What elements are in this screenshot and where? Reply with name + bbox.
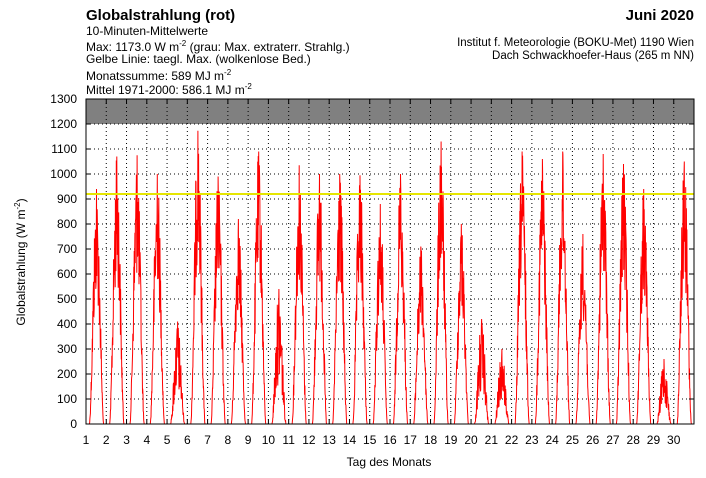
yellow-line-info: Gelbe Linie: taegl. Max. (wolkenlose Bed…	[86, 52, 311, 66]
series-day-curve	[332, 173, 348, 425]
y-tick-label: 100	[57, 392, 77, 406]
series-day-curve	[534, 158, 550, 425]
chart-subtitle: 10-Minuten-Mittelwerte	[86, 24, 209, 38]
x-tick-label: 3	[123, 433, 130, 447]
max-info: Max: 1173.0 W m-2 (grau: Max. extraterr.…	[86, 39, 350, 54]
series-day-curve	[210, 176, 226, 425]
x-axis-label: Tag des Monats	[347, 455, 432, 469]
x-tick-label: 24	[545, 433, 559, 447]
series-day-curve	[109, 156, 125, 425]
y-tick-label: 1000	[50, 167, 77, 181]
series-day-curve	[149, 173, 165, 425]
series-day-curve	[474, 318, 490, 425]
x-tick-label: 21	[485, 433, 499, 447]
x-tick-label: 18	[424, 433, 438, 447]
y-tick-label: 700	[57, 242, 77, 256]
x-tick-label: 19	[444, 433, 458, 447]
series-day-curve	[595, 153, 611, 425]
y-tick-label: 200	[57, 367, 77, 381]
y-tick-label: 300	[57, 342, 77, 356]
series-day-curve	[291, 165, 307, 425]
x-tick-label: 30	[667, 433, 681, 447]
x-tick-label: 2	[103, 433, 110, 447]
series-day-curve	[352, 175, 368, 425]
series-day-curve	[413, 246, 429, 425]
x-tick-label: 26	[586, 433, 600, 447]
longterm-mean-info: Mittel 1971-2000: 586.1 MJ m-2	[86, 82, 252, 97]
x-tick-label: 10	[262, 433, 276, 447]
x-tick-label: 13	[323, 433, 337, 447]
series-day-curve	[555, 151, 571, 425]
chart-title: Globalstrahlung (rot)	[86, 7, 236, 24]
series-day-curve	[433, 141, 449, 425]
y-tick-label: 1200	[50, 117, 77, 131]
series-day-curve	[676, 161, 692, 425]
y-tick-label: 600	[57, 267, 77, 281]
y-tick-label: 0	[70, 417, 77, 431]
x-tick-label: 22	[505, 433, 519, 447]
x-tick-label: 27	[606, 433, 620, 447]
series-day-curve	[190, 130, 206, 425]
month-sum-info: Monatssumme: 589 MJ m-2	[86, 68, 232, 83]
y-tick-label: 500	[57, 292, 77, 306]
x-tick-label: 1	[83, 433, 90, 447]
month-label: Juni 2020	[625, 7, 694, 24]
series-day-curve	[636, 188, 652, 425]
series-day-curve	[392, 173, 409, 425]
x-tick-label: 4	[143, 433, 150, 447]
y-tick-label: 900	[57, 192, 77, 206]
x-tick-label: 11	[282, 433, 295, 447]
x-tick-label: 8	[225, 433, 232, 447]
series-day-curve	[251, 151, 267, 425]
series-day-curve	[129, 155, 145, 425]
x-tick-label: 6	[184, 433, 191, 447]
x-tick-label: 28	[627, 433, 641, 447]
institute-label: Institut f. Meteorologie (BOKU-Met) 1190…	[457, 37, 694, 49]
y-tick-label: 1300	[50, 92, 77, 106]
x-tick-label: 16	[383, 433, 397, 447]
x-tick-label: 23	[525, 433, 539, 447]
x-tick-label: 5	[164, 433, 171, 447]
series-day-curve	[514, 151, 530, 425]
x-tick-label: 9	[245, 433, 252, 447]
series-day-curve	[88, 188, 105, 425]
y-axis-label: Globalstrahlung (W m-2)	[13, 198, 28, 325]
series-day-curve	[372, 203, 388, 425]
location-label: Dach Schwackhoefer-Haus (265 m NN)	[492, 50, 694, 62]
series-day-curve	[453, 223, 469, 425]
x-tick-label: 20	[464, 433, 478, 447]
x-tick-label: 29	[647, 433, 661, 447]
series-day-curve	[494, 348, 510, 425]
x-tick-label: 25	[566, 433, 580, 447]
series-day-curve	[170, 321, 186, 425]
series-day-curve	[656, 358, 672, 425]
y-tick-label: 400	[57, 317, 77, 331]
y-tick-label: 800	[57, 217, 77, 231]
x-tick-label: 14	[343, 433, 357, 447]
x-tick-label: 17	[404, 433, 418, 447]
x-tick-label: 7	[204, 433, 211, 447]
series-day-curve	[575, 233, 591, 425]
series-day-curve	[230, 218, 246, 425]
series-day-curve	[271, 288, 287, 425]
x-tick-label: 15	[363, 433, 377, 447]
x-tick-label: 12	[302, 433, 316, 447]
series-day-curve	[615, 163, 632, 425]
series-day-curve	[311, 173, 328, 425]
y-tick-label: 1100	[51, 142, 77, 156]
